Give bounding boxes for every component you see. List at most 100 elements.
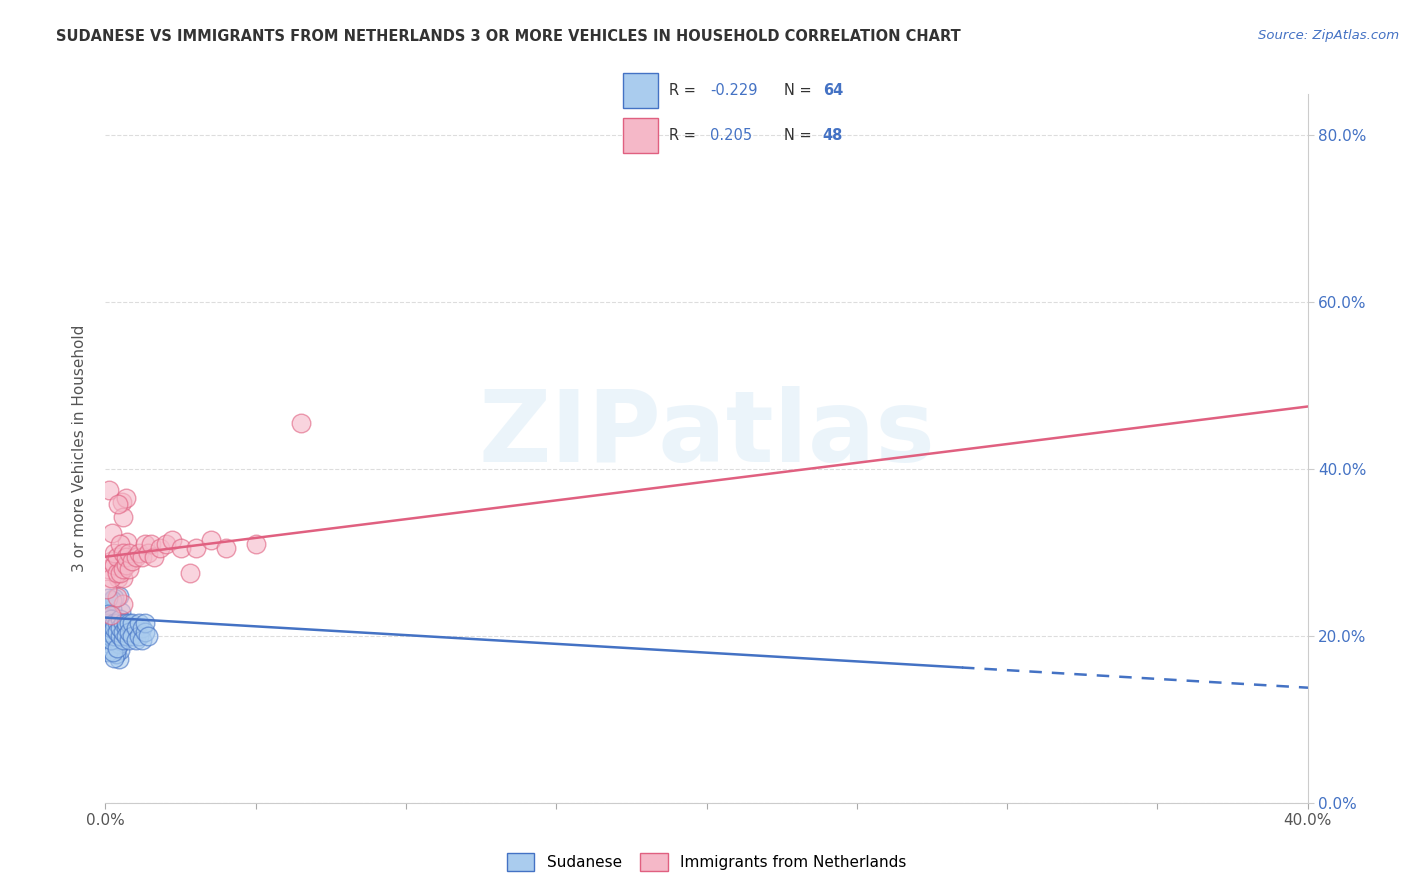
Text: Source: ZipAtlas.com: Source: ZipAtlas.com (1258, 29, 1399, 42)
Point (108, 637, 131, 651)
Text: 0.205: 0.205 (710, 128, 752, 143)
Point (100, 601, 122, 615)
Text: SUDANESE VS IMMIGRANTS FROM NETHERLANDS 3 OR MORE VEHICLES IN HOUSEHOLD CORRELAT: SUDANESE VS IMMIGRANTS FROM NETHERLANDS … (56, 29, 960, 44)
Point (128, 545, 150, 559)
Text: 48: 48 (823, 128, 844, 143)
Text: N =: N = (785, 128, 817, 143)
Point (97, 624, 120, 639)
Point (108, 560, 131, 574)
Point (115, 558, 138, 572)
Point (105, 633, 128, 648)
Bar (623, 118, 658, 153)
Point (214, 541, 236, 556)
Point (107, 641, 129, 656)
Point (107, 571, 129, 585)
Point (103, 629, 125, 643)
Point (103, 624, 125, 639)
Point (124, 621, 146, 635)
Point (118, 616, 141, 631)
Point (100, 621, 122, 635)
Text: ZIPatlas: ZIPatlas (478, 385, 935, 483)
Point (103, 650, 125, 665)
Point (112, 545, 135, 559)
Point (142, 549, 165, 564)
Point (121, 629, 143, 643)
Point (97, 636, 120, 650)
Point (100, 607, 122, 622)
Point (103, 633, 125, 648)
Point (115, 629, 138, 643)
Point (110, 605, 132, 619)
Point (107, 624, 129, 639)
Point (107, 624, 129, 639)
Text: R =: R = (669, 128, 700, 143)
Point (107, 616, 129, 631)
Point (97, 562, 120, 576)
Point (100, 633, 122, 648)
Point (100, 631, 122, 645)
Point (124, 633, 146, 648)
Point (115, 549, 138, 564)
Point (139, 537, 162, 551)
Point (110, 566, 132, 581)
Point (136, 545, 159, 559)
Point (104, 647, 127, 661)
Point (97, 607, 120, 621)
Point (155, 537, 177, 551)
Point (108, 642, 131, 657)
Point (110, 495, 132, 509)
Point (108, 625, 131, 640)
Point (104, 628, 127, 642)
Point (111, 597, 134, 611)
Point (103, 591, 125, 606)
Point (107, 589, 129, 603)
Point (115, 534, 138, 549)
Text: 64: 64 (823, 83, 844, 97)
Point (97, 616, 120, 631)
Point (98, 630, 121, 644)
Bar (623, 73, 658, 108)
Point (112, 562, 135, 576)
Point (117, 555, 139, 569)
Point (110, 621, 132, 635)
Point (110, 537, 132, 551)
Point (160, 533, 183, 547)
Point (131, 549, 153, 564)
Point (110, 612, 132, 626)
Point (112, 624, 135, 639)
Point (118, 562, 141, 576)
Point (136, 629, 159, 643)
Point (100, 570, 122, 584)
Point (101, 645, 124, 659)
Point (131, 621, 153, 635)
Text: N =: N = (785, 83, 817, 97)
Point (107, 566, 129, 581)
Point (107, 549, 129, 564)
Point (101, 592, 124, 607)
Point (107, 497, 129, 511)
Point (98, 599, 121, 613)
Point (98, 620, 121, 634)
Point (134, 624, 156, 639)
Point (112, 616, 135, 631)
Point (103, 616, 125, 631)
Point (103, 545, 125, 559)
Point (128, 616, 150, 631)
Point (115, 621, 138, 635)
Point (200, 533, 222, 547)
Point (105, 590, 128, 604)
Point (103, 621, 125, 635)
Point (115, 491, 138, 506)
Point (108, 651, 131, 665)
Point (97, 645, 120, 659)
Point (124, 549, 146, 564)
Point (97, 624, 120, 639)
Point (128, 629, 150, 643)
Point (184, 541, 207, 556)
Point (101, 594, 124, 608)
Text: R =: R = (669, 83, 700, 97)
Point (118, 624, 141, 639)
Point (107, 636, 129, 650)
Point (118, 545, 141, 559)
Point (121, 554, 143, 568)
